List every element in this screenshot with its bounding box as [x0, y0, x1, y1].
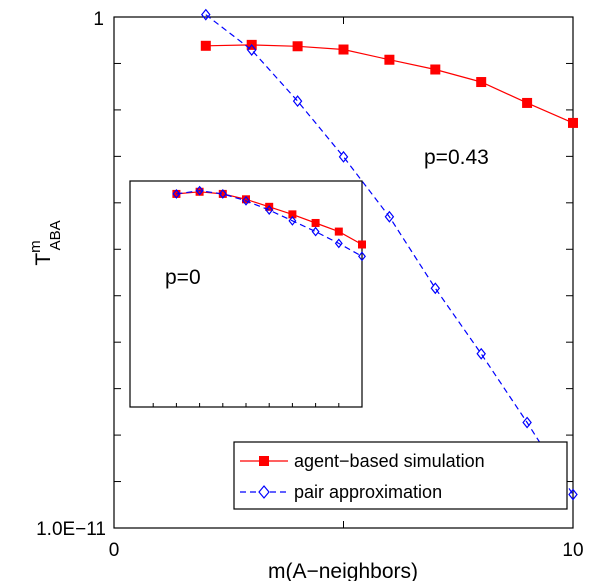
main-point-square [292, 41, 303, 52]
inset-plot: p=0 [129, 180, 366, 408]
inset-point-diamond [172, 188, 181, 199]
main-point-diamond [522, 416, 532, 429]
main-point-square [338, 44, 349, 55]
inset-series-line-1 [176, 190, 363, 257]
main-point-diamond [384, 210, 395, 223]
y-axis-label: Tm ABA [27, 220, 64, 265]
legend-label-agent-based: agent−based simulation [294, 451, 485, 471]
inset-series-layer [172, 185, 366, 262]
inset-point-diamond [311, 226, 320, 237]
legend: agent−based simulation pair approximatio… [233, 441, 568, 510]
main-point-square [476, 77, 487, 88]
annotation-p043: p=0.43 [424, 146, 489, 169]
legend-marker-agent-based [259, 456, 269, 466]
y-axis-label-base: T [32, 253, 55, 266]
x-tick-label-10: 10 [562, 540, 583, 561]
inset-point-diamond [218, 188, 227, 199]
inset-point-diamond [334, 238, 343, 249]
main-point-diamond [201, 8, 211, 21]
inset-point-square [358, 240, 366, 249]
y-axis-label-superscript: m [27, 240, 44, 253]
legend-marker-pair-approximation [258, 485, 270, 499]
main-point-square [384, 54, 395, 65]
x-axis-label: m(A−neighbors) [268, 560, 418, 581]
main-point-diamond [292, 95, 303, 108]
inset-point-square [288, 210, 297, 219]
main-series-layer [200, 8, 578, 501]
y-tick-label-max: 1 [93, 9, 104, 30]
y-axis-label-subscript: ABA [47, 220, 64, 250]
inset-point-square [311, 218, 320, 227]
y-tick-label-min: 1.0E−11 [36, 519, 106, 540]
main-point-diamond [430, 282, 441, 295]
main-point-square [522, 97, 533, 108]
inset-point-diamond [265, 205, 274, 216]
main-point-diamond [338, 150, 349, 163]
inset-point-square [218, 189, 227, 198]
inset-point-diamond [195, 185, 204, 196]
main-point-square [430, 64, 441, 75]
inset-point-diamond [242, 195, 250, 206]
inset-annotation-p0: p=0 [165, 266, 201, 289]
inset-point-square [172, 189, 181, 198]
inset-point-diamond [288, 215, 297, 226]
inset-point-diamond [358, 251, 366, 262]
main-point-square [200, 40, 211, 51]
inset-frame [129, 180, 363, 408]
inset-axis-ticks [152, 403, 340, 407]
main-point-diamond [476, 347, 486, 360]
legend-label-pair-approximation: pair approximation [294, 482, 442, 502]
main-point-diamond [568, 488, 578, 501]
main-point-square [568, 117, 578, 128]
main-series-line-1 [205, 14, 574, 495]
inset-point-square [334, 227, 343, 236]
inset-point-square [242, 195, 250, 204]
inset-point-square [195, 187, 204, 196]
main-point-diamond [246, 44, 257, 56]
legend-box [233, 441, 568, 510]
x-tick-label-0: 0 [109, 540, 120, 561]
